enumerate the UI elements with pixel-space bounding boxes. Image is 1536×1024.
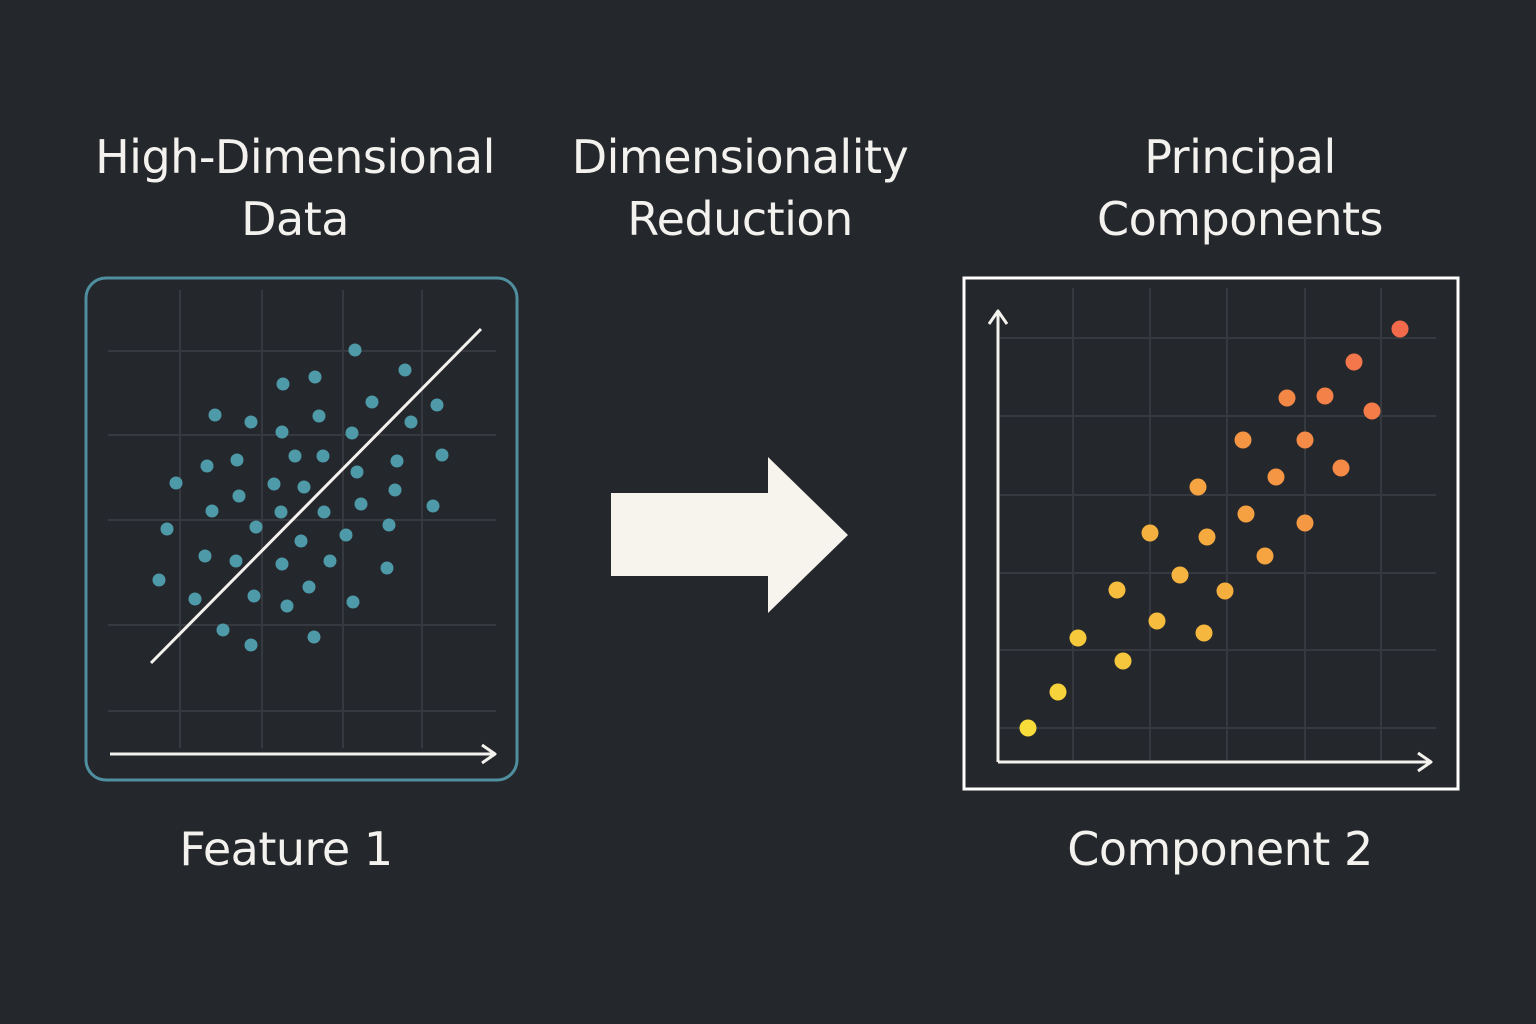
scatter-point bbox=[1256, 547, 1274, 565]
left-x-axis-arrow bbox=[110, 743, 497, 765]
right-y-axis-arrow bbox=[987, 309, 1009, 762]
scatter-point bbox=[317, 505, 331, 519]
scatter-point bbox=[1267, 468, 1285, 486]
scatter-point bbox=[398, 363, 412, 377]
scatter-point bbox=[382, 518, 396, 532]
left-panel bbox=[84, 276, 519, 782]
scatter-point bbox=[430, 398, 444, 412]
scatter-point bbox=[1189, 478, 1207, 496]
principal-direction-line bbox=[149, 327, 483, 665]
scatter-point bbox=[1019, 719, 1037, 737]
scatter-point bbox=[232, 489, 246, 503]
scatter-point bbox=[216, 623, 230, 637]
scatter-point bbox=[1363, 402, 1381, 420]
scatter-point bbox=[1114, 652, 1132, 670]
scatter-point bbox=[346, 595, 360, 609]
scatter-point bbox=[1296, 514, 1314, 532]
scatter-point bbox=[365, 395, 379, 409]
scatter-point bbox=[294, 534, 308, 548]
scatter-point bbox=[275, 557, 289, 571]
scatter-point bbox=[1296, 431, 1314, 449]
middle-title-line-1: Dimensionality bbox=[571, 130, 909, 184]
scatter-point bbox=[1171, 566, 1189, 584]
right-x-axis-arrow bbox=[998, 751, 1433, 773]
scatter-point bbox=[302, 580, 316, 594]
scatter-point bbox=[308, 370, 322, 384]
right-panel bbox=[962, 276, 1460, 791]
scatter-point bbox=[1237, 505, 1255, 523]
scatter-point bbox=[426, 499, 440, 513]
left-title-line-2: Data bbox=[241, 192, 349, 246]
scatter-point bbox=[339, 528, 353, 542]
scatter-point bbox=[247, 589, 261, 603]
scatter-point bbox=[307, 630, 321, 644]
scatter-point bbox=[276, 377, 290, 391]
scatter-point bbox=[267, 477, 281, 491]
scatter-point bbox=[435, 448, 449, 462]
scatter-point bbox=[316, 449, 330, 463]
scatter-point bbox=[205, 504, 219, 518]
right-title-line-2: Components bbox=[1096, 192, 1384, 246]
right-axis-label: Component 2 bbox=[1067, 822, 1373, 876]
scatter-point bbox=[169, 476, 183, 490]
scatter-point bbox=[390, 454, 404, 468]
scatter-point bbox=[1345, 353, 1363, 371]
right-scatter-points bbox=[1019, 320, 1409, 737]
right-panel-title: Principal Components bbox=[1000, 126, 1480, 250]
scatter-point bbox=[152, 573, 166, 587]
scatter-point bbox=[1049, 683, 1067, 701]
scatter-point bbox=[1195, 624, 1213, 642]
left-axis-label: Feature 1 bbox=[179, 822, 393, 876]
scatter-point bbox=[1141, 524, 1159, 542]
scatter-point bbox=[275, 425, 289, 439]
scatter-point bbox=[1198, 528, 1216, 546]
right-arrow-icon bbox=[611, 457, 848, 613]
scatter-point bbox=[198, 549, 212, 563]
scatter-point bbox=[1316, 387, 1334, 405]
scatter-point bbox=[348, 343, 362, 357]
scatter-point bbox=[1069, 629, 1087, 647]
middle-title: Dimensionality Reduction bbox=[500, 126, 980, 250]
left-panel-title: High-Dimensional Data bbox=[55, 126, 535, 250]
scatter-point bbox=[244, 415, 258, 429]
scatter-point bbox=[1108, 581, 1126, 599]
scatter-point bbox=[274, 505, 288, 519]
scatter-point bbox=[160, 522, 174, 536]
scatter-point bbox=[1216, 582, 1234, 600]
scatter-point bbox=[1278, 389, 1296, 407]
right-title-line-1: Principal bbox=[1144, 130, 1336, 184]
scatter-point bbox=[1148, 612, 1166, 630]
scatter-point bbox=[1332, 459, 1350, 477]
scatter-point bbox=[280, 599, 294, 613]
scatter-point bbox=[244, 638, 258, 652]
left-grid bbox=[108, 290, 496, 748]
scatter-point bbox=[354, 497, 368, 511]
scatter-point bbox=[388, 483, 402, 497]
scatter-point bbox=[345, 426, 359, 440]
scatter-point bbox=[229, 554, 243, 568]
scatter-point bbox=[200, 459, 214, 473]
scatter-point bbox=[188, 592, 202, 606]
scatter-point bbox=[404, 415, 418, 429]
left-scatter-points bbox=[152, 343, 449, 652]
left-title-line-1: High-Dimensional bbox=[95, 130, 495, 184]
scatter-point bbox=[208, 408, 222, 422]
scatter-point bbox=[312, 409, 326, 423]
scatter-point bbox=[249, 520, 263, 534]
middle-title-line-2: Reduction bbox=[627, 192, 853, 246]
scatter-point bbox=[230, 453, 244, 467]
scatter-point bbox=[380, 561, 394, 575]
scatter-point bbox=[1391, 320, 1409, 338]
scatter-point bbox=[297, 480, 311, 494]
left-panel-frame bbox=[84, 276, 519, 782]
scatter-point bbox=[323, 554, 337, 568]
scatter-point bbox=[350, 465, 364, 479]
scatter-point bbox=[1234, 431, 1252, 449]
scatter-point bbox=[288, 449, 302, 463]
